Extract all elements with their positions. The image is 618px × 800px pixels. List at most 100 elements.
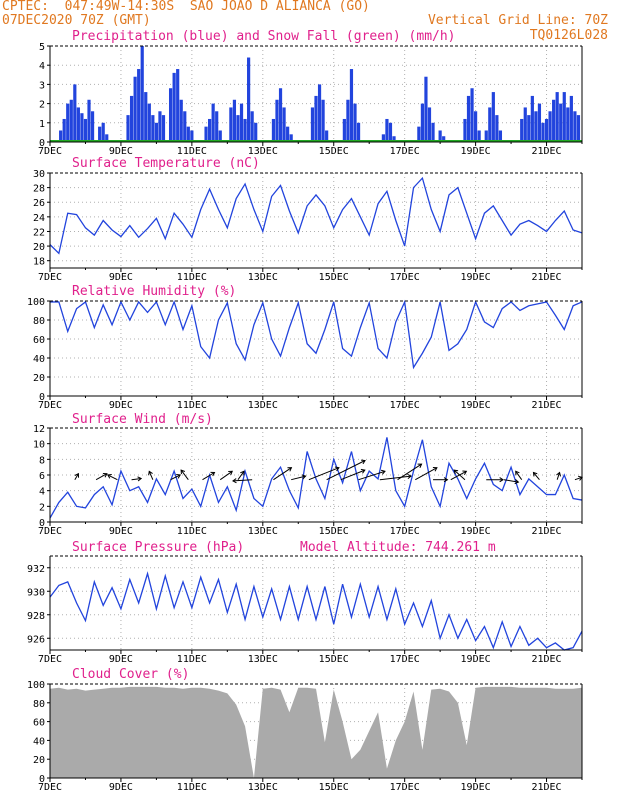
precip-bar [243, 118, 247, 142]
y-tick-label: 80 [33, 316, 45, 327]
y-tick-label: 6 [39, 471, 45, 482]
precip-bar [275, 99, 279, 142]
precip-bar [527, 115, 531, 142]
precip-bar [466, 95, 471, 142]
precip-bar [498, 130, 503, 142]
wind-vector-head [462, 470, 468, 476]
y-tick-label: 80 [33, 699, 45, 710]
precip-bar [484, 130, 488, 142]
y-tick-label: 100 [27, 680, 45, 691]
x-tick-label: 19DEC [461, 782, 491, 793]
x-tick-label: 9DEC [109, 272, 133, 283]
precip-bar [232, 99, 237, 142]
series-line [49, 437, 583, 519]
precip-bar [183, 111, 187, 142]
precip-bar [236, 115, 240, 142]
wind-vector [453, 469, 466, 481]
precip-bar [83, 118, 88, 142]
y-tick-label: 1 [39, 119, 45, 130]
wind-vector [533, 472, 540, 481]
precip-bar [438, 130, 442, 142]
precip-bar [282, 107, 286, 142]
y-tick-label: 0 [39, 774, 45, 785]
x-tick-label: 21DEC [531, 526, 561, 537]
precip-bar [137, 69, 141, 142]
y-tick-label: 22 [33, 227, 45, 238]
title-cloud-cover: Cloud Cover (%) [72, 667, 190, 682]
precip-bar [66, 103, 70, 142]
precip-bar [158, 111, 162, 142]
x-tick-label: 11DEC [177, 654, 207, 665]
precip-bar [417, 126, 421, 142]
precip-bar [566, 107, 570, 142]
x-tick-label: 15DEC [319, 400, 349, 411]
x-tick-label: 11DEC [177, 400, 207, 411]
wind-vector [450, 470, 467, 481]
wind-vector [326, 460, 366, 481]
precip-bar [176, 69, 180, 142]
precip-bar [325, 130, 329, 142]
y-tick-label: 3 [39, 80, 45, 91]
wind-vector-head [228, 470, 234, 476]
precip-bar [239, 103, 244, 142]
x-tick-label: 9DEC [109, 782, 133, 793]
precip-bar [495, 115, 499, 142]
precip-bar [286, 126, 290, 142]
precip-bar [87, 99, 91, 142]
y-tick-label: 60 [33, 335, 45, 346]
x-tick-label: 7DEC [38, 272, 62, 283]
wind-vector [180, 469, 189, 481]
precip-bar [76, 107, 80, 142]
y-tick-label: 932 [27, 564, 45, 575]
precip-bar [541, 122, 545, 142]
precip-bar [353, 103, 357, 142]
precip-bar [80, 113, 84, 142]
wind-vector [291, 475, 306, 481]
x-tick-label: 21DEC [531, 400, 561, 411]
wind-vector-head [417, 463, 423, 468]
precip-bar [544, 118, 549, 142]
precip-bar [215, 111, 219, 142]
y-tick-label: 24 [33, 213, 45, 224]
precip-bar [381, 134, 385, 142]
header-date: 07DEC2020 70Z (GMT) [2, 13, 151, 28]
wind-vector-head [334, 466, 340, 472]
precip-bar [537, 103, 542, 142]
precip-bar [530, 95, 534, 142]
precip-bar [477, 130, 481, 142]
y-tick-label: 8 [39, 455, 45, 466]
x-tick-label: 15DEC [319, 526, 349, 537]
precip-bar [278, 88, 283, 142]
wind-vector-head [432, 466, 438, 472]
x-tick-label: 21DEC [531, 782, 561, 793]
precip-bar [73, 84, 77, 142]
precip-bar [474, 111, 478, 142]
wind-vector [74, 473, 79, 480]
header-model-code: TQ0126L028 [529, 28, 608, 43]
precip-bar [576, 115, 581, 142]
precip-bar [424, 76, 428, 142]
y-tick-label: 4 [39, 61, 45, 72]
precip-bar [356, 122, 361, 142]
x-tick-label: 13DEC [248, 782, 278, 793]
y-tick-label: 4 [39, 487, 45, 498]
x-tick-label: 19DEC [461, 272, 491, 283]
x-tick-label: 15DEC [319, 146, 349, 157]
x-tick-label: 7DEC [38, 654, 62, 665]
wind-vector-head [532, 471, 538, 477]
y-tick-label: 0 [39, 138, 45, 149]
title-pressure: Surface Pressure (hPa) [72, 540, 245, 555]
precip-bar [186, 126, 190, 142]
x-tick-label: 19DEC [461, 654, 491, 665]
wind-vector [340, 469, 366, 481]
y-tick-label: 928 [27, 611, 45, 622]
y-tick-label: 40 [33, 354, 45, 365]
y-tick-label: 2 [39, 502, 45, 513]
title-temperature: Surface Temperature (nC) [72, 156, 260, 171]
y-tick-label: 20 [33, 373, 45, 384]
precip-bar [105, 134, 109, 142]
x-tick-label: 11DEC [177, 272, 207, 283]
precip-bar [317, 84, 322, 142]
